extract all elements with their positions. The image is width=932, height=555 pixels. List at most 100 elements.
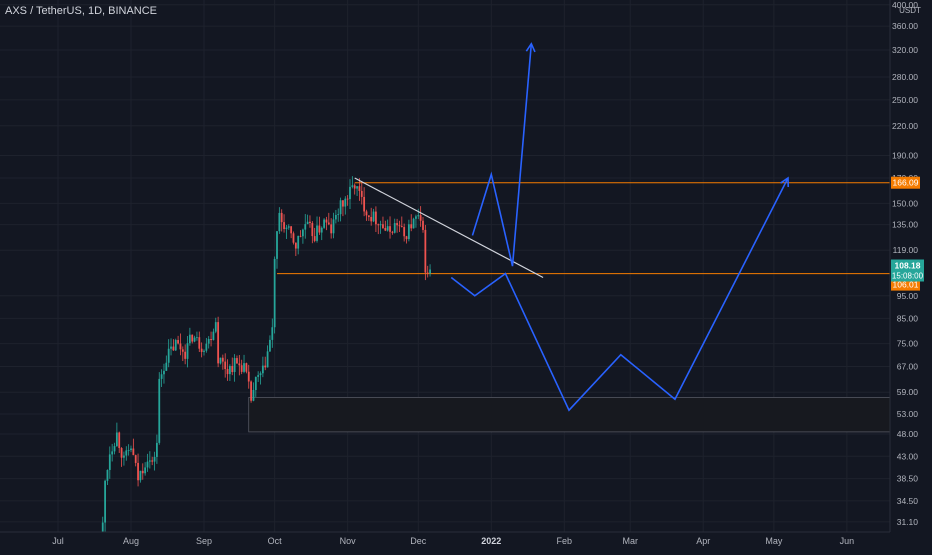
candle-body bbox=[382, 224, 384, 228]
countdown-label: 15:08:00 bbox=[892, 272, 924, 281]
candle-body bbox=[417, 215, 420, 217]
candle-body bbox=[254, 376, 257, 390]
candle-body bbox=[405, 236, 408, 240]
candle-body bbox=[407, 224, 410, 240]
candle-body bbox=[120, 448, 123, 458]
candle-body bbox=[219, 357, 222, 364]
candle-body bbox=[200, 348, 203, 352]
candle-body bbox=[217, 322, 220, 364]
candle-body bbox=[412, 218, 415, 229]
candle-body bbox=[174, 339, 177, 351]
candle-body bbox=[224, 361, 227, 370]
candle-body bbox=[134, 455, 137, 463]
time-tick-label: Oct bbox=[268, 536, 283, 546]
candle-body bbox=[377, 224, 380, 226]
price-tick-label: 150.00 bbox=[892, 198, 918, 208]
price-tick-label: 34.50 bbox=[897, 496, 919, 506]
time-axis-panel[interactable] bbox=[0, 532, 932, 550]
candles bbox=[101, 176, 431, 541]
candle-body bbox=[240, 365, 243, 372]
candle-body bbox=[172, 346, 175, 351]
candle-body bbox=[396, 223, 398, 226]
candle-body bbox=[379, 224, 382, 226]
candle-body bbox=[236, 358, 238, 364]
candle-body bbox=[339, 200, 342, 215]
last-price-badge bbox=[891, 259, 924, 282]
candle-body bbox=[389, 226, 391, 232]
candle-body bbox=[247, 371, 250, 382]
demand-zone bbox=[248, 397, 891, 433]
candle-body bbox=[302, 229, 304, 237]
horizontal-levels bbox=[277, 182, 890, 275]
price-tick-label: 95.00 bbox=[897, 291, 919, 301]
candle-body bbox=[160, 374, 163, 379]
time-tick-label: Dec bbox=[410, 536, 427, 546]
candle-body bbox=[252, 389, 255, 401]
candle-body bbox=[415, 216, 417, 219]
price-tick-label: 67.00 bbox=[897, 361, 919, 371]
candle-body bbox=[177, 339, 179, 344]
candle-body bbox=[148, 460, 151, 462]
candle-body bbox=[280, 212, 283, 223]
candle-body bbox=[426, 272, 429, 274]
candle-body bbox=[212, 331, 215, 341]
candle-body bbox=[306, 221, 309, 225]
candle-body bbox=[186, 343, 189, 359]
candle-body bbox=[304, 224, 307, 230]
candle-body bbox=[330, 224, 333, 234]
candle-body bbox=[101, 522, 104, 532]
price-tick-label: 75.00 bbox=[897, 339, 919, 349]
support-price-badge bbox=[891, 278, 920, 291]
candle-body bbox=[163, 370, 165, 375]
candle-body bbox=[313, 236, 316, 241]
candle-body bbox=[243, 363, 245, 372]
candle-body bbox=[179, 343, 182, 350]
candle-body bbox=[318, 225, 321, 233]
candle-body bbox=[292, 233, 295, 243]
price-tick-label: 135.00 bbox=[892, 220, 918, 230]
candle-body bbox=[203, 350, 205, 352]
candle-body bbox=[156, 442, 158, 457]
demand-zone-box bbox=[248, 397, 891, 433]
candle-body bbox=[266, 351, 269, 368]
time-tick-label: 2022 bbox=[481, 536, 501, 546]
price-tick-label: 85.00 bbox=[897, 313, 919, 323]
candle-body bbox=[269, 339, 271, 352]
projection-path-1 bbox=[471, 43, 533, 267]
candle-body bbox=[104, 480, 106, 523]
candle-body bbox=[137, 462, 139, 481]
candle-body bbox=[419, 215, 422, 221]
candle-body bbox=[334, 215, 337, 220]
candle-body bbox=[259, 373, 262, 376]
price-tick-label: 48.00 bbox=[897, 429, 919, 439]
candle-body bbox=[386, 226, 389, 231]
candle-body bbox=[346, 198, 349, 200]
projection-path-2 bbox=[450, 177, 789, 412]
candle-body bbox=[191, 334, 194, 342]
candle-body bbox=[205, 343, 208, 351]
candle-body bbox=[146, 461, 149, 468]
price-tick-label: 119.00 bbox=[893, 245, 919, 255]
candle-body bbox=[226, 369, 229, 375]
candle-body bbox=[141, 470, 144, 474]
candle-body bbox=[363, 196, 366, 212]
candle-body bbox=[181, 349, 184, 352]
candle-body bbox=[290, 226, 293, 234]
time-tick-label: Mar bbox=[622, 536, 638, 546]
candle-body bbox=[372, 211, 375, 222]
price-tick-label: 53.00 bbox=[897, 409, 919, 419]
candle-body bbox=[349, 186, 351, 200]
candle-body bbox=[167, 348, 170, 363]
time-axis-ticks: Jul Aug Sep Oct Nov Dec 2022 Feb Mar Apr May Jun bbox=[52, 536, 854, 546]
price-tick-label: 360.00 bbox=[892, 21, 918, 31]
candle-body bbox=[320, 227, 323, 233]
candle-body bbox=[221, 357, 224, 362]
candle-body bbox=[311, 223, 314, 237]
price-tick-label: 250.00 bbox=[892, 95, 918, 105]
projection-arrowhead-2 bbox=[780, 176, 790, 188]
candle-body bbox=[125, 450, 128, 456]
candle-body bbox=[309, 221, 311, 224]
price-tick-label: 190.00 bbox=[892, 150, 918, 160]
candle-body bbox=[410, 224, 413, 229]
